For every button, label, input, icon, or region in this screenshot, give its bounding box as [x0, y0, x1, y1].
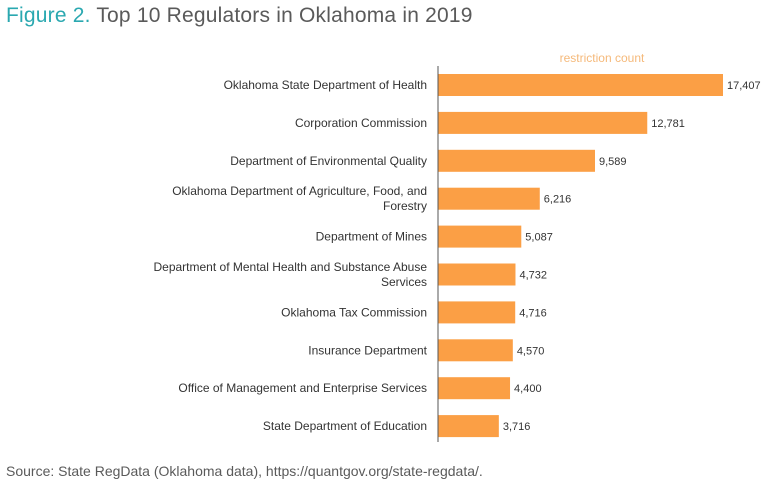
- chart-title: Figure 2. Top 10 Regulators in Oklahoma …: [6, 4, 473, 28]
- data-label: 9,589: [599, 156, 627, 168]
- category-label: Insurance Department: [308, 343, 427, 357]
- bar: [438, 377, 511, 400]
- data-label: 6,216: [544, 194, 572, 206]
- category-label: Department of Mental Health and Substanc…: [153, 260, 427, 274]
- data-label: 4,732: [519, 270, 547, 282]
- bar: [438, 225, 522, 248]
- category-label: Oklahoma State Department of Health: [224, 78, 427, 92]
- bar: [438, 415, 499, 438]
- category-label: Oklahoma Tax Commission: [281, 305, 427, 319]
- bar: [438, 301, 516, 324]
- data-label: 4,716: [519, 307, 547, 319]
- category-label: Department of Environmental Quality: [230, 154, 427, 168]
- data-label: 4,570: [517, 345, 545, 357]
- data-label: 17,407: [727, 80, 761, 92]
- bar: [438, 339, 513, 362]
- bar: [438, 74, 723, 96]
- figure-label: Figure 2.: [6, 4, 91, 27]
- data-label: 3,716: [503, 421, 531, 433]
- category-label: Corporation Commission: [295, 116, 427, 130]
- figure-title: Top 10 Regulators in Oklahoma in 2019: [96, 4, 473, 27]
- bar: [438, 187, 540, 210]
- category-label: Services: [381, 275, 427, 289]
- category-label: Department of Mines: [316, 230, 427, 244]
- bar: [438, 149, 595, 172]
- bar: [438, 263, 516, 286]
- data-label: 5,087: [525, 232, 553, 244]
- data-label: 12,781: [651, 118, 685, 130]
- category-label: State Department of Education: [263, 419, 427, 433]
- x-axis-title: restriction count: [560, 51, 645, 65]
- category-label: Office of Management and Enterprise Serv…: [178, 381, 427, 395]
- source-note: Source: State RegData (Oklahoma data), h…: [6, 463, 483, 479]
- bar: [438, 111, 648, 134]
- category-label: Forestry: [383, 199, 427, 213]
- data-label: 4,400: [514, 383, 542, 395]
- category-label: Oklahoma Department of Agriculture, Food…: [172, 184, 427, 198]
